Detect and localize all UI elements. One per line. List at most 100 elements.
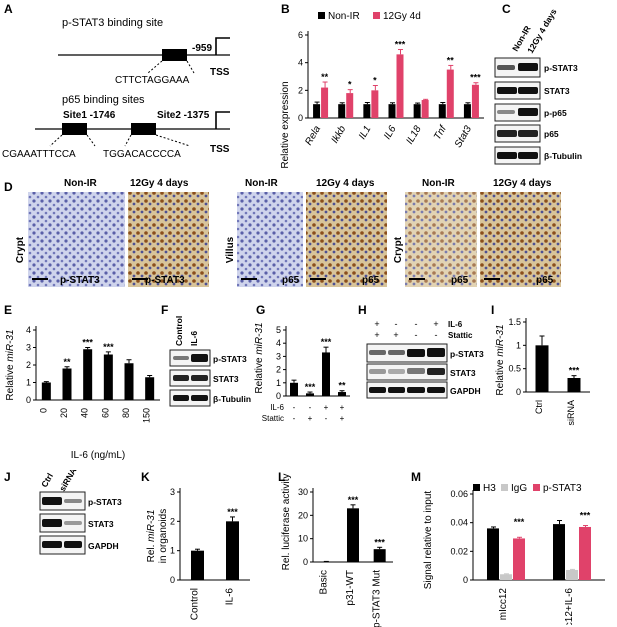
significance-label: * — [348, 80, 352, 90]
bar-12gy-4d — [396, 54, 404, 118]
legend-ir: 12Gy 4d — [383, 11, 421, 22]
panel-h-row-pstat3: p-STAT3 — [450, 349, 484, 359]
category-label: Ikkb — [330, 124, 349, 146]
d2-nonir-label: Non-IR — [245, 178, 279, 189]
y-tick-label: 4 — [26, 325, 31, 335]
d3-ir-image — [480, 192, 561, 287]
d3-ir-label: 12Gy 4 days — [493, 178, 552, 189]
panel-label-h: H — [358, 303, 367, 317]
d2-nonir-image — [237, 192, 303, 287]
significance-label: *** — [580, 511, 591, 521]
y-tick-label: 5 — [276, 325, 281, 335]
d2-side-label: Villus — [225, 236, 236, 263]
d1-stain-1: p-STAT3 — [60, 275, 100, 286]
panel-label-f: F — [161, 303, 169, 317]
y-tick-label: 0 — [463, 575, 468, 585]
panel-f-header-control: Control — [174, 316, 184, 346]
significance-label: ** — [447, 55, 455, 65]
y-tick-label: 10 — [298, 534, 308, 544]
bar-non-ir — [388, 104, 396, 118]
panel-c-row-pstat3: p-STAT3 — [544, 63, 578, 73]
panel-j-row-gapdh: GAPDH — [88, 541, 119, 551]
panel-label-d: D — [4, 180, 13, 194]
category-label: 20 — [59, 408, 69, 418]
panel-j-row-pstat3: p-STAT3 — [88, 497, 122, 507]
bar-12gy-4d — [371, 90, 379, 118]
panel-m-ylabel: Signal relative to input — [423, 491, 434, 590]
category-label: Basic — [318, 570, 329, 594]
panel-j-blot: Ctrl siRNA p-STAT3 STAT3 GAPDH — [39, 470, 122, 555]
category-label: Stat3 — [453, 124, 474, 150]
il6-sign: + — [324, 403, 329, 412]
il6-sign: - — [309, 403, 312, 412]
panel-label-c: C — [502, 2, 511, 16]
y-tick-label: 0 — [298, 113, 303, 123]
d1-side-label: Crypt — [15, 236, 26, 263]
site2-label: Site2 -1375 — [157, 110, 210, 121]
bar-12gy-4d — [471, 84, 479, 118]
d3-side-label: Crypt — [393, 236, 404, 263]
stattic-sign: + — [393, 330, 398, 340]
stattic-sign: + — [308, 414, 313, 423]
category-label: Control — [190, 588, 201, 620]
y-tick-label: 3 — [26, 343, 31, 353]
d2-ir-image — [306, 192, 387, 287]
category-label: 60 — [100, 408, 110, 418]
panel-b-chart: Relative expression Non-IR 12Gy 4d 0 2 4 6 *… — [280, 11, 484, 169]
category-label: siRNA — [566, 400, 576, 426]
category-label: 80 — [121, 408, 131, 418]
bar-value — [290, 382, 298, 396]
panel-f-row-pstat3: p-STAT3 — [213, 354, 247, 364]
stattic-sign: - — [325, 414, 328, 423]
site2-sequence: TGGACACCCCA — [103, 149, 181, 160]
bar-value — [535, 345, 549, 392]
legend-swatch-h3 — [473, 484, 480, 491]
bar-value — [191, 550, 204, 580]
panel-label-l: L — [278, 470, 286, 484]
category-label: IL1 — [357, 124, 373, 142]
y-tick-label: 0 — [26, 395, 31, 405]
panel-e-chart: Relative miR-31 IL-6 (ng/mL) 012340**20*… — [5, 325, 160, 461]
panel-label-g: G — [256, 303, 266, 317]
y-tick-label: 3 — [170, 487, 175, 497]
d2-ir-label: 12Gy 4 days — [316, 178, 375, 189]
panel-d-ihc: Non-IR 12Gy 4 days Crypt p-STAT3 p-STAT3… — [15, 178, 561, 287]
y-tick-label: 4 — [298, 58, 303, 68]
y-tick-label: 30 — [298, 487, 308, 497]
panel-label-b: B — [281, 2, 290, 16]
panel-l-ylabel: Rel. luciferase activity — [281, 474, 292, 571]
panel-c-row-pp65: p-p65 — [544, 108, 567, 118]
category-label: Tnf — [432, 123, 449, 142]
legend-h3: H3 — [483, 483, 496, 494]
bar-non-ir — [438, 104, 446, 118]
svg-text:Rel. miR-31: Rel. miR-31 — [146, 510, 157, 563]
panel-g-ylabel-pre: Relative — [254, 357, 265, 394]
site1-label: Site1 -1746 — [63, 110, 116, 121]
y-tick-label: 2 — [298, 85, 303, 95]
category-label: 0 — [38, 408, 48, 413]
significance-label: *** — [348, 495, 359, 505]
panel-h-row-stat3: STAT3 — [450, 368, 476, 378]
bar-12gy-4d — [321, 87, 329, 118]
y-tick-label: 2 — [26, 360, 31, 370]
site1-sequence: CGAAATTTCCA — [2, 149, 76, 160]
y-tick-label: 0 — [516, 387, 521, 397]
bar-value — [306, 393, 314, 396]
y-tick-label: 1 — [26, 378, 31, 388]
category-label: mIcc12+IL-6 — [564, 588, 575, 625]
significance-label: *** — [227, 507, 238, 517]
panel-h-row-gapdh: GAPDH — [450, 386, 481, 396]
panel-label-j: J — [4, 470, 11, 484]
panel-f-header-il6: IL-6 — [189, 331, 199, 346]
significance-label: *** — [305, 382, 316, 392]
panel-e-ylabel-pre: Relative — [5, 364, 16, 401]
y-tick-label: 0 — [303, 557, 308, 567]
bar-non-ir — [413, 104, 421, 118]
bar-value — [41, 382, 51, 400]
significance-label: *** — [514, 517, 525, 527]
d3-stain-2: p65 — [536, 275, 554, 286]
panel-label-a: A — [4, 2, 13, 16]
d3-stain-1: p65 — [451, 275, 469, 286]
bar-value — [145, 377, 155, 400]
y-tick-label: 0.5 — [508, 364, 521, 374]
